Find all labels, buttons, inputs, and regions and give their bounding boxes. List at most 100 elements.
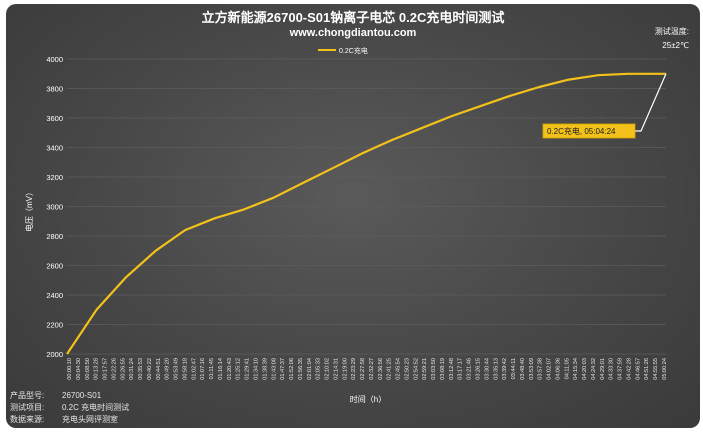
x-tick-label: 00:22:26 xyxy=(111,358,117,380)
x-tick-label: 01:20:43 xyxy=(227,358,233,380)
x-tick-label: 00:17:57 xyxy=(103,358,109,380)
annotation-label: 0.2C充电, 05:04:24 xyxy=(547,126,616,136)
x-tick-label: 03:21:46 xyxy=(467,358,473,380)
x-tick-label: 00:58:18 xyxy=(182,358,188,380)
annotation-leader-line xyxy=(635,73,667,132)
x-tick-label: 01:34:10 xyxy=(253,358,259,380)
footer-model-row: 产品型号: 26700-S01 xyxy=(10,390,101,401)
x-tick-label: 04:37:59 xyxy=(618,358,624,380)
y-tick-label: 3000 xyxy=(46,203,63,212)
x-tick-label: 01:52:06 xyxy=(289,358,295,380)
chart-frame: 立方新能源26700-S01钠离子电芯 0.2C充电时间测试 www.chong… xyxy=(6,4,700,428)
x-tick-label: 01:07:16 xyxy=(200,358,206,380)
x-tick-label: 01:25:12 xyxy=(236,358,242,380)
x-tick-label: 03:12:48 xyxy=(449,358,455,380)
x-tick-label: 05:00:24 xyxy=(662,358,668,380)
y-axis-label: 电压（mV） xyxy=(24,188,34,232)
y-tick-label: 2200 xyxy=(46,321,63,330)
x-tick-label: 04:02:07 xyxy=(547,358,553,380)
x-tick-label: 02:59:21 xyxy=(422,358,428,380)
x-tick-label: 03:30:44 xyxy=(484,358,490,380)
series-line-0.2c-charge xyxy=(66,72,666,355)
x-tick-label: 02:50:23 xyxy=(404,358,410,380)
x-tick-label: 02:14:31 xyxy=(333,358,339,380)
x-tick-label: 03:17:17 xyxy=(458,358,464,380)
footer-source-key: 数据来源: xyxy=(10,415,45,424)
x-tick-label: 02:45:54 xyxy=(396,358,402,380)
x-tick-label: 04:29:01 xyxy=(600,358,606,380)
voltage-line-chart: 立方新能源26700-S01钠离子电芯 0.2C充电时间测试 www.chong… xyxy=(24,10,689,404)
x-tick-label: 02:32:27 xyxy=(369,358,375,380)
x-tick-label: 01:29:41 xyxy=(245,358,251,380)
x-tick-label: 02:36:56 xyxy=(378,358,384,380)
x-tick-label: 00:04:30 xyxy=(76,358,82,380)
x-tick-label: 03:44:11 xyxy=(511,358,517,379)
grid xyxy=(67,58,666,355)
x-tick-label: 02:05:33 xyxy=(316,358,322,380)
y-tick-label: 3400 xyxy=(46,144,63,153)
x-tick-label: 03:08:19 xyxy=(440,358,446,380)
x-tick-label: 03:35:13 xyxy=(493,358,499,380)
y-tick-label: 3200 xyxy=(46,173,63,182)
footer-test-value: 0.2C 充电时间测试 xyxy=(62,403,130,412)
x-tick-label: 00:44:51 xyxy=(156,358,162,380)
y-tick-labels: 2000 2200 2400 2600 2800 3000 3200 3400 3600 3800… xyxy=(46,55,63,359)
x-tick-label: 02:10:02 xyxy=(325,358,331,380)
x-tick-label: 04:11:05 xyxy=(564,358,570,379)
x-tick-label: 01:38:39 xyxy=(262,358,268,380)
x-axis-label: 时间（h） xyxy=(350,394,386,404)
x-tick-label: 02:27:58 xyxy=(360,358,366,380)
x-tick-label: 04:42:28 xyxy=(626,358,632,380)
annotation-box xyxy=(542,123,636,139)
footer-model-value: 26700-S01 xyxy=(62,391,102,400)
x-tick-label: 03:26:15 xyxy=(476,358,482,380)
x-tick-label: 01:11:45 xyxy=(209,358,215,379)
x-tick-label: 04:55:55 xyxy=(653,358,659,380)
x-tick-label: 03:03:50 xyxy=(431,358,437,380)
x-tick-label: 03:57:38 xyxy=(538,358,544,380)
x-tick-labels: 00:00:10 00:04:30 00:08:50 00:13:28 00:17:57… xyxy=(67,358,668,380)
x-tick-label: 00:53:49 xyxy=(174,358,180,380)
y-tick-label: 2400 xyxy=(46,291,63,300)
x-tick-label: 03:48:40 xyxy=(520,358,526,380)
x-tick-label: 01:56:35 xyxy=(298,358,304,380)
footer-model-key: 产品型号: xyxy=(10,391,45,400)
x-tick-label: 04:15:34 xyxy=(573,358,579,380)
x-tick-label: 01:16:14 xyxy=(218,358,224,380)
x-tick-label: 00:13:28 xyxy=(94,358,100,380)
x-tick-label: 04:33:30 xyxy=(609,358,615,380)
x-tick-label: 02:54:52 xyxy=(413,358,419,380)
x-tick-label: 03:53:09 xyxy=(529,358,535,380)
x-tick-label: 00:26:55 xyxy=(120,358,126,380)
x-tick-label: 03:39:42 xyxy=(502,358,508,380)
chart-title: 立方新能源26700-S01钠离子电芯 0.2C充电时间测试 xyxy=(202,10,505,25)
x-tick-label: 02:23:29 xyxy=(351,358,357,380)
temperature-value: 25±2℃ xyxy=(662,41,689,50)
x-tick-label: 00:00:10 xyxy=(67,358,73,380)
x-tick-label: 04:06:36 xyxy=(555,358,561,380)
footer-test-row: 测试项目: 0.2C 充电时间测试 xyxy=(10,402,129,413)
x-tick-label: 00:35:53 xyxy=(138,358,144,380)
x-tick-label: 00:40:22 xyxy=(147,358,153,380)
footer-source-row: 数据来源: 充电头网评测室 xyxy=(10,414,118,425)
x-tick-label: 04:24:32 xyxy=(591,358,597,380)
x-tick-label: 01:47:37 xyxy=(280,358,286,380)
legend-label: 0.2C充电 xyxy=(339,46,368,55)
x-tick-label: 02:19:00 xyxy=(342,358,348,380)
y-tick-label: 3600 xyxy=(46,114,63,123)
x-tick-label: 00:31:24 xyxy=(129,358,135,380)
footer-source-value: 充电头网评测室 xyxy=(62,415,118,424)
website-label: www.chongdiantou.com xyxy=(289,27,417,39)
x-tick-label: 02:41:25 xyxy=(387,358,393,380)
legend: 0.2C充电 xyxy=(318,46,368,55)
x-tick-label: 01:02:47 xyxy=(191,358,197,380)
x-tick-label: 04:51:26 xyxy=(644,358,650,380)
y-tick-label: 2800 xyxy=(46,232,63,241)
y-tick-label: 2000 xyxy=(46,350,63,359)
x-tick-label: 02:01:04 xyxy=(307,358,313,380)
x-tick-label: 04:46:57 xyxy=(635,358,641,380)
x-tick-label: 04:20:03 xyxy=(582,358,588,380)
footer-test-key: 测试项目: xyxy=(10,403,45,412)
x-tick-label: 00:49:20 xyxy=(165,358,171,380)
temperature-label: 测试温度: xyxy=(655,26,689,36)
